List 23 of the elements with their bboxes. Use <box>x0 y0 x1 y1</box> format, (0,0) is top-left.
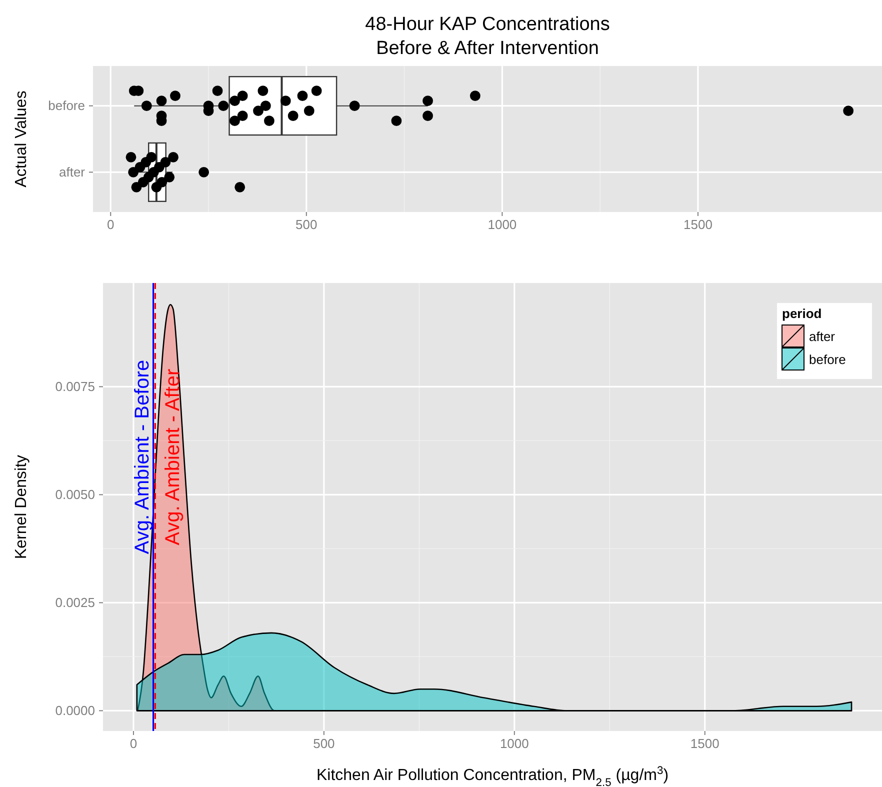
chart-title: 48-Hour KAP Concentrations Before & After Intervention <box>365 14 610 59</box>
ref-line-label: Avg. Ambient - Before <box>131 360 154 554</box>
x-tick-label: 0 <box>130 736 138 752</box>
y-tick-label: 0.0050 <box>55 486 95 502</box>
x-tick-label: 0 <box>107 217 114 232</box>
y-tick-label: after <box>58 164 86 180</box>
legend-title: period <box>782 306 822 321</box>
x-tick-label: 500 <box>313 736 335 752</box>
legend-label: before <box>809 352 846 367</box>
x-tick-label: 1500 <box>684 217 712 232</box>
ref-line-label: Avg. Ambient - After <box>162 368 184 546</box>
legend-label: after <box>809 329 836 344</box>
x-tick-label: 1000 <box>488 217 517 232</box>
y-axis-title: Actual Values <box>13 90 30 188</box>
x-axis-title: Kitchen Air Pollution Concentration, PM$_{2.5}$ (µg/m$^{3}$) <box>316 765 669 787</box>
y-tick-label: before <box>48 98 85 113</box>
y-tick-label: 0.0075 <box>55 378 95 394</box>
x-tick-label: 500 <box>296 217 318 232</box>
y-tick-label: 0.0000 <box>55 702 95 718</box>
x-tick-label: 1000 <box>500 736 529 752</box>
y-tick-label: 0.0025 <box>55 594 95 610</box>
y-axis-title: Kernel Density <box>13 454 30 560</box>
x-tick-label: 1500 <box>690 736 720 752</box>
